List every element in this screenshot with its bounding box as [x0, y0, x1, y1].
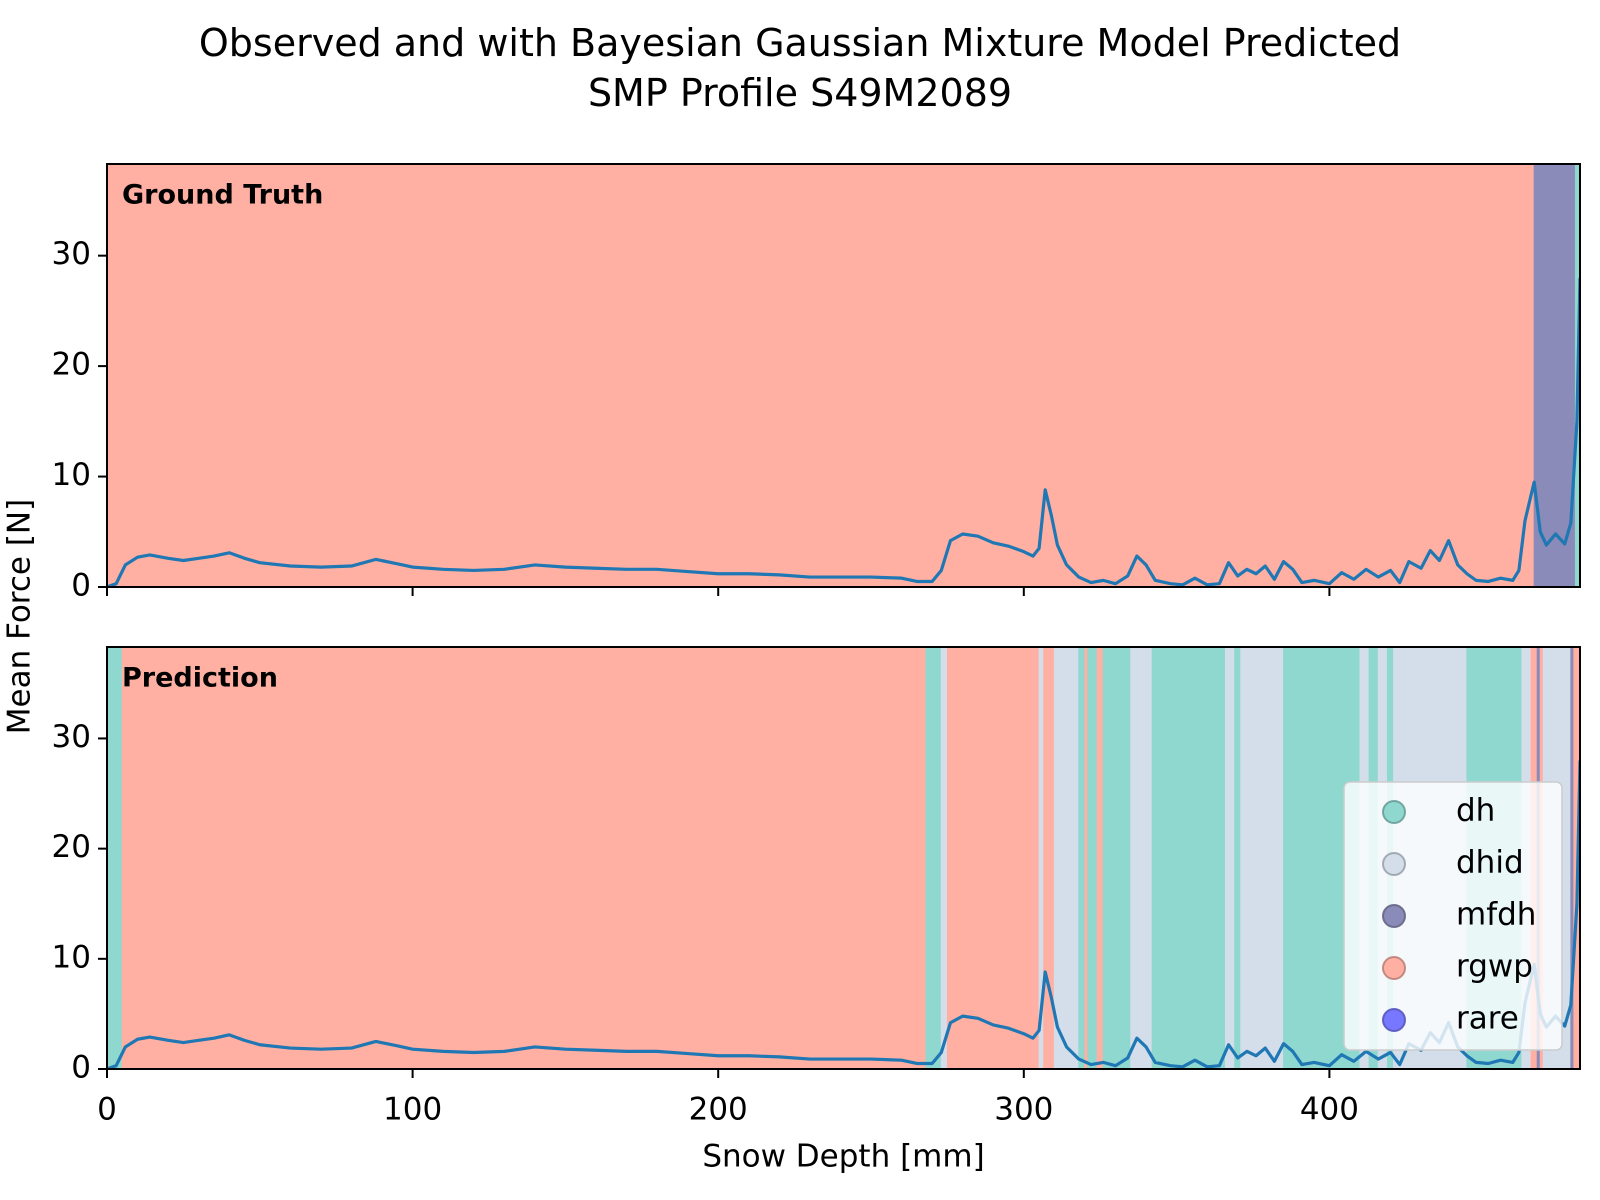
y-tick-label: 0	[71, 1050, 91, 1086]
y-tick-label: 20	[52, 829, 91, 865]
legend-marker-fill	[1384, 802, 1404, 822]
x-tick-label: 100	[383, 1092, 442, 1128]
x-tick-label: 0	[97, 1092, 117, 1128]
legend-label: dhid	[1456, 845, 1524, 881]
legend-label: rgwp	[1456, 949, 1533, 985]
force-line	[107, 277, 1580, 587]
x-tick-label: 300	[994, 1092, 1053, 1128]
panel-label: Ground Truth	[122, 180, 323, 211]
y-tick-label: 10	[52, 457, 91, 493]
x-axis-label: Snow Depth [mm]	[702, 1139, 984, 1175]
y-tick-label: 30	[52, 719, 91, 755]
chart-title: Observed and with Bayesian Gaussian Mixt…	[198, 21, 1402, 115]
plot-area	[107, 164, 1580, 587]
class-span	[940, 647, 948, 1069]
legend-label: rare	[1456, 1001, 1519, 1037]
class-span	[1240, 647, 1285, 1069]
class-span	[107, 647, 123, 1069]
class-span	[1096, 647, 1104, 1069]
x-tick-label: 400	[1300, 1092, 1359, 1128]
y-tick-label: 20	[52, 347, 91, 383]
class-span	[1087, 647, 1098, 1069]
y-axis-label: Mean Force [N]	[2, 499, 38, 734]
legend-marker-fill	[1384, 906, 1404, 926]
class-span	[1102, 647, 1132, 1069]
legend-label: mfdh	[1456, 897, 1536, 933]
x-tick-label: 200	[689, 1092, 748, 1128]
class-span	[1234, 647, 1242, 1069]
legend-frame	[1343, 781, 1563, 1051]
legend-marker-fill	[1384, 854, 1404, 874]
class-span	[1053, 647, 1080, 1069]
class-span	[107, 164, 1535, 587]
y-tick-label: 0	[71, 568, 91, 604]
class-span	[1130, 647, 1153, 1069]
class-span	[1225, 647, 1236, 1069]
legend-marker-fill	[1384, 958, 1404, 978]
y-tick-label: 30	[52, 236, 91, 272]
class-span	[925, 647, 942, 1069]
class-span	[946, 647, 1040, 1069]
panel-label: Prediction	[122, 663, 278, 694]
axes-frame	[106, 646, 1581, 1070]
y-tick-label: 10	[52, 939, 91, 975]
class-span	[121, 647, 927, 1069]
axes-frame	[106, 163, 1581, 588]
legend-marker-fill	[1384, 1010, 1404, 1030]
legend-label: dh	[1456, 793, 1495, 829]
class-span	[1151, 647, 1227, 1069]
class-span	[1078, 647, 1086, 1069]
